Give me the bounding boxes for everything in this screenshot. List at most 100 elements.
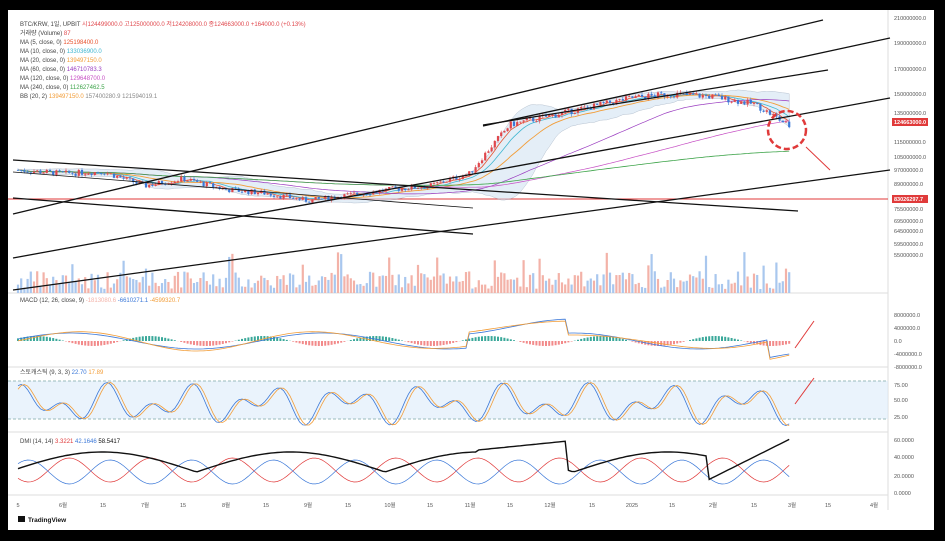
macd-hist <box>327 341 330 346</box>
candle-body <box>26 171 29 173</box>
candle-body <box>612 102 615 105</box>
candle-body <box>698 93 701 98</box>
candle-body <box>650 93 653 96</box>
volume-bar <box>292 274 295 293</box>
macd-hist <box>653 341 656 346</box>
volume-bar <box>260 275 263 293</box>
volume-bar <box>135 279 138 293</box>
legend-stoch: 스토캐스틱 (9, 3, 3) 22.70 17.89 <box>20 368 104 376</box>
candle-body <box>180 176 183 182</box>
volume-bar <box>650 254 653 293</box>
volume-bar <box>330 272 333 293</box>
tv-logo-mark <box>18 516 25 522</box>
volume-bar <box>221 287 224 293</box>
macd-hist <box>445 341 448 345</box>
candle-body <box>247 190 250 195</box>
candle-body <box>567 108 570 110</box>
candle-body <box>423 187 426 189</box>
chart-window: 210000000.0 190000000.0 170000000.0 1500000… <box>8 10 934 530</box>
volume-bar <box>455 276 458 293</box>
macd-hist <box>439 341 442 346</box>
time-tick: 15 <box>345 503 351 509</box>
candle-body <box>631 96 634 98</box>
candle-body <box>20 170 23 171</box>
volume-bar <box>759 288 762 293</box>
macd-hist <box>781 341 784 346</box>
candle-body <box>36 170 39 172</box>
candle-body <box>490 147 493 152</box>
candle-body <box>394 186 397 189</box>
candle-body <box>461 176 464 179</box>
candle-body <box>391 186 394 188</box>
macd-hist <box>426 341 429 346</box>
macd-hist <box>682 341 685 342</box>
macd-hist <box>452 341 455 343</box>
candle-body <box>170 182 173 184</box>
macd-hist <box>145 336 147 341</box>
trend-line-8 <box>482 69 829 126</box>
volume-bar <box>96 274 100 293</box>
macd-hist <box>39 336 42 341</box>
candle-body <box>448 178 452 182</box>
macd-hist <box>730 338 733 341</box>
macd-hist <box>593 336 595 341</box>
candle-body <box>80 169 84 175</box>
volume-bar <box>660 287 663 293</box>
macd-hist <box>762 341 765 346</box>
macd-tick: -8000000.0 <box>894 365 922 371</box>
candle-body <box>183 176 186 182</box>
volume-bar <box>692 276 695 293</box>
price-tick: 64500000.0 <box>894 229 923 235</box>
candle-body <box>212 183 215 188</box>
volume-bar <box>682 281 685 293</box>
volume-bar <box>554 279 557 293</box>
candle-body <box>128 177 132 179</box>
macd-hist <box>666 341 669 346</box>
macd-hist <box>337 341 339 344</box>
volume-bar <box>58 284 61 293</box>
dmi-minus <box>17 457 790 483</box>
price-tag-bg <box>892 195 928 203</box>
candle-body <box>439 181 442 183</box>
candle-body <box>676 92 679 98</box>
chart-canvas[interactable]: 210000000.0 190000000.0 170000000.0 1500000… <box>8 10 934 530</box>
candle-body <box>685 92 688 95</box>
candle-body <box>71 172 74 174</box>
volume-bar <box>429 279 432 293</box>
volume-bar <box>768 287 772 293</box>
annotation-arrows <box>794 146 831 405</box>
macd-hist <box>132 337 135 341</box>
macd-hist <box>596 336 599 341</box>
volume-bar <box>39 286 42 293</box>
candle-body <box>564 109 567 112</box>
price-tick: 55000000.0 <box>894 253 923 259</box>
macd-hist <box>183 341 186 343</box>
candle-body <box>109 173 112 175</box>
candle-body <box>346 193 349 195</box>
price-tag-bg <box>892 118 928 126</box>
volume-bar <box>189 278 192 293</box>
time-tick: 5 <box>16 503 19 509</box>
volume-bar <box>701 278 704 293</box>
macd-hist <box>522 341 525 343</box>
volume-bar <box>250 287 253 293</box>
macd-hist <box>103 341 106 346</box>
candle-body <box>349 192 352 194</box>
volume-bar <box>656 278 660 293</box>
candle-body <box>660 92 663 94</box>
volume-bar <box>634 284 637 293</box>
macd-hist <box>154 336 157 341</box>
volume-bar <box>394 285 397 293</box>
macd-hist <box>519 341 522 342</box>
macd-hist <box>679 341 682 343</box>
volume-bar <box>288 273 292 293</box>
candle-body <box>260 190 263 193</box>
macd-hist <box>55 338 58 341</box>
candle-body <box>138 181 141 184</box>
macd-hist <box>420 341 423 346</box>
volume-bar <box>628 272 631 293</box>
volume-bar <box>496 276 500 293</box>
candle-body <box>708 95 711 99</box>
volume-bar <box>311 285 314 293</box>
candle-body <box>317 197 320 199</box>
